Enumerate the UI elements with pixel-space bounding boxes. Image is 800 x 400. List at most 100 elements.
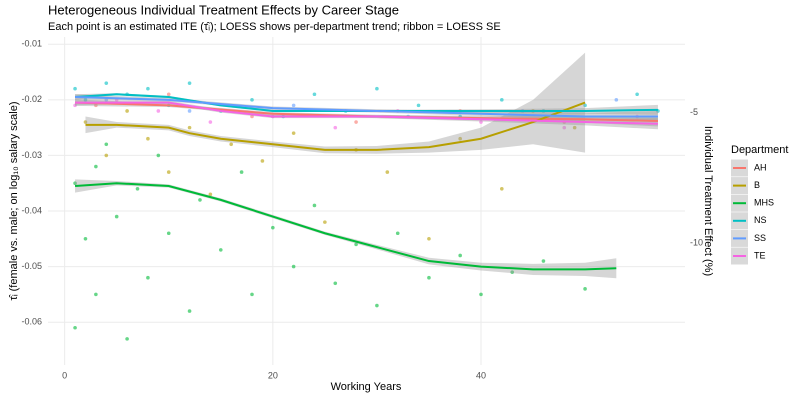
point [166,231,171,236]
point [187,125,192,130]
x-axis-title: Working Years [331,381,402,393]
y-tick-label: -0.04 [21,205,42,215]
point [562,125,567,130]
legend-label: SS [754,233,766,243]
loess-line [74,93,658,112]
x-tick-label: 20 [268,370,278,380]
point [83,98,88,102]
point [260,159,265,163]
point [250,114,254,119]
point [187,309,192,313]
grid [48,37,685,365]
point [333,125,338,130]
point [239,170,244,174]
point [187,109,192,113]
point [541,259,546,263]
point [104,153,109,158]
point [291,264,296,269]
legend-label: MHS [754,198,774,208]
point [458,136,462,141]
point [583,287,587,291]
y-axis-title: τ̂ᵢ (female vs. male; on log₁₀ salary sc… [8,102,20,301]
point [208,192,213,197]
legend-title: Department [731,144,788,156]
point [146,86,150,91]
point [208,120,213,124]
point [166,92,171,97]
y2-tick-label: -5 [690,107,698,117]
point [73,325,77,330]
point [83,237,88,241]
point [125,337,129,341]
point [375,86,379,91]
point [500,186,504,191]
ribbon [75,93,658,115]
point [416,103,421,108]
point [198,198,202,202]
point [125,109,129,113]
point [146,275,150,280]
legend-label: B [754,180,760,190]
point [323,220,327,224]
point [94,292,98,297]
point [166,170,171,174]
point [479,120,483,124]
point [458,253,462,258]
ribbon [75,179,617,279]
point [354,242,358,247]
legend-label: TE [754,250,766,260]
y-tick-label: -0.06 [21,317,42,327]
point [291,131,296,135]
loess-line [85,101,586,151]
x-tick-label: 0 [62,370,67,380]
chart-title: Heterogeneous Individual Treatment Effec… [48,2,399,17]
point [385,170,390,174]
x-tick-label: 40 [476,370,486,380]
point [83,120,88,124]
point [104,142,109,147]
point [156,153,161,158]
chart-subtitle: Each point is an estimated ITE (τ̂ᵢ); LO… [48,21,501,33]
point [312,203,317,208]
point [614,98,619,102]
point [218,248,223,252]
point [146,136,150,141]
loess-line [75,101,658,125]
point [73,86,77,91]
point [427,275,431,280]
points [73,52,660,341]
point [94,103,98,108]
point [104,81,109,85]
point [291,103,296,108]
point [500,98,504,102]
point [635,92,639,97]
point [187,81,192,85]
point [73,103,77,108]
y2-axis-title: Individual Treatment Effect (%) [702,126,714,276]
point [479,292,483,297]
point [94,164,98,169]
y-tick-label: -0.02 [21,94,42,104]
ribbon [75,99,658,130]
y-tick-label: -0.03 [21,150,42,160]
legend-label: AH [754,162,767,172]
point [395,231,400,236]
point [114,214,119,219]
ribbon [85,52,586,154]
point [375,303,379,308]
point [271,225,275,230]
loess-line [74,182,617,271]
point [135,186,140,191]
point [73,181,77,186]
legend-label: NS [754,215,767,225]
point [427,237,431,241]
y2-tick-label: -10 [690,237,703,247]
point [312,92,317,97]
y-tick-label: -0.01 [21,39,42,49]
point [510,270,515,274]
point [583,103,587,108]
point [156,109,161,113]
point [333,281,338,286]
loess-line [75,96,658,118]
